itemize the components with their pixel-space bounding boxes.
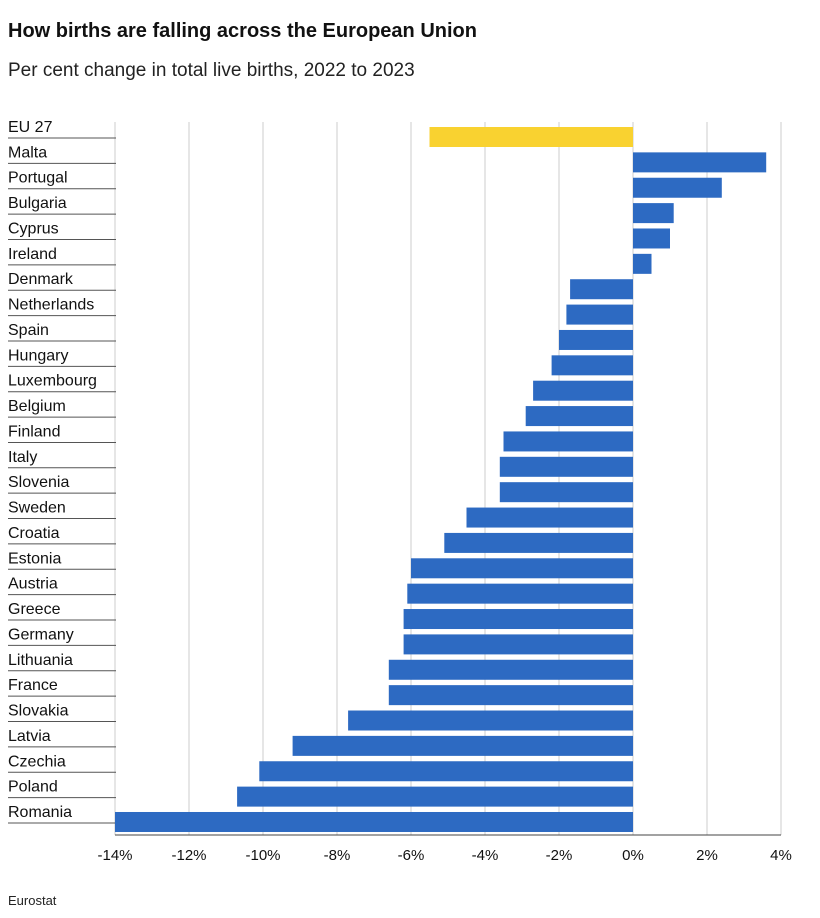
category-label: Denmark (8, 271, 74, 288)
x-tick-label: 4% (770, 847, 792, 864)
category-label: Belgium (8, 398, 66, 415)
x-tick-label: -12% (171, 847, 206, 864)
category-label: Finland (8, 423, 60, 440)
x-tick-label: -6% (398, 847, 425, 864)
category-label: France (8, 677, 58, 694)
category-label: Croatia (8, 525, 60, 542)
x-tick-label: -14% (97, 847, 132, 864)
chart-title: How births are falling across the Europe… (8, 20, 477, 42)
bar-luxembourg (533, 380, 633, 401)
bar-germany (403, 634, 633, 655)
category-label: Hungary (8, 347, 68, 364)
category-label: Romania (8, 804, 72, 821)
bar-latvia (292, 735, 633, 756)
category-label: Portugal (8, 170, 68, 187)
category-label: Slovenia (8, 474, 69, 491)
category-label: Greece (8, 601, 61, 618)
category-label: Poland (8, 779, 58, 796)
bar-hungary (551, 355, 633, 376)
bar-netherlands (566, 304, 633, 325)
category-label: Netherlands (8, 297, 94, 314)
bar-slovenia (499, 482, 633, 503)
bar-slovakia (348, 710, 633, 731)
bar-portugal (633, 177, 722, 198)
chart-subtitle: Per cent change in total live births, 20… (8, 60, 415, 81)
category-label: Czechia (8, 753, 66, 770)
category-label: Slovakia (8, 703, 69, 720)
bar-france (388, 685, 633, 706)
bar-austria (407, 583, 633, 604)
category-label: Austria (8, 576, 58, 593)
bar-sweden (466, 507, 633, 528)
category-label: Lithuania (8, 652, 73, 669)
bar-romania (115, 811, 633, 832)
category-label: Ireland (8, 246, 57, 263)
category-label: Cyprus (8, 220, 59, 237)
bar-belgium (525, 406, 633, 427)
bar-italy (499, 456, 633, 477)
bar-finland (503, 431, 633, 452)
bar-greece (403, 609, 633, 630)
x-tick-label: -2% (546, 847, 573, 864)
bar-ireland (633, 253, 652, 274)
category-label: Latvia (8, 728, 51, 745)
bar-croatia (444, 532, 633, 553)
bar-eu-27 (429, 127, 633, 147)
bar-bulgaria (633, 203, 674, 224)
category-label: EU 27 (8, 119, 53, 136)
category-label: Spain (8, 322, 49, 339)
category-label: Malta (8, 144, 47, 161)
category-label: Italy (8, 449, 37, 466)
x-tick-label: -10% (245, 847, 280, 864)
bar-spain (559, 329, 633, 350)
category-label: Germany (8, 626, 74, 643)
bar-denmark (570, 279, 633, 300)
x-tick-label: 2% (696, 847, 718, 864)
category-label: Sweden (8, 500, 66, 517)
category-label: Luxembourg (8, 373, 97, 390)
category-label: Bulgaria (8, 195, 67, 212)
bar-malta (633, 152, 767, 173)
bar-poland (237, 786, 633, 807)
x-tick-label: -8% (324, 847, 351, 864)
bar-cyprus (633, 228, 670, 249)
x-tick-label: -4% (472, 847, 499, 864)
bar-estonia (411, 558, 633, 579)
category-label: Estonia (8, 550, 61, 567)
bar-czechia (259, 761, 633, 782)
x-tick-label: 0% (622, 847, 644, 864)
source-note: Eurostat (8, 893, 57, 908)
bar-lithuania (388, 659, 633, 680)
